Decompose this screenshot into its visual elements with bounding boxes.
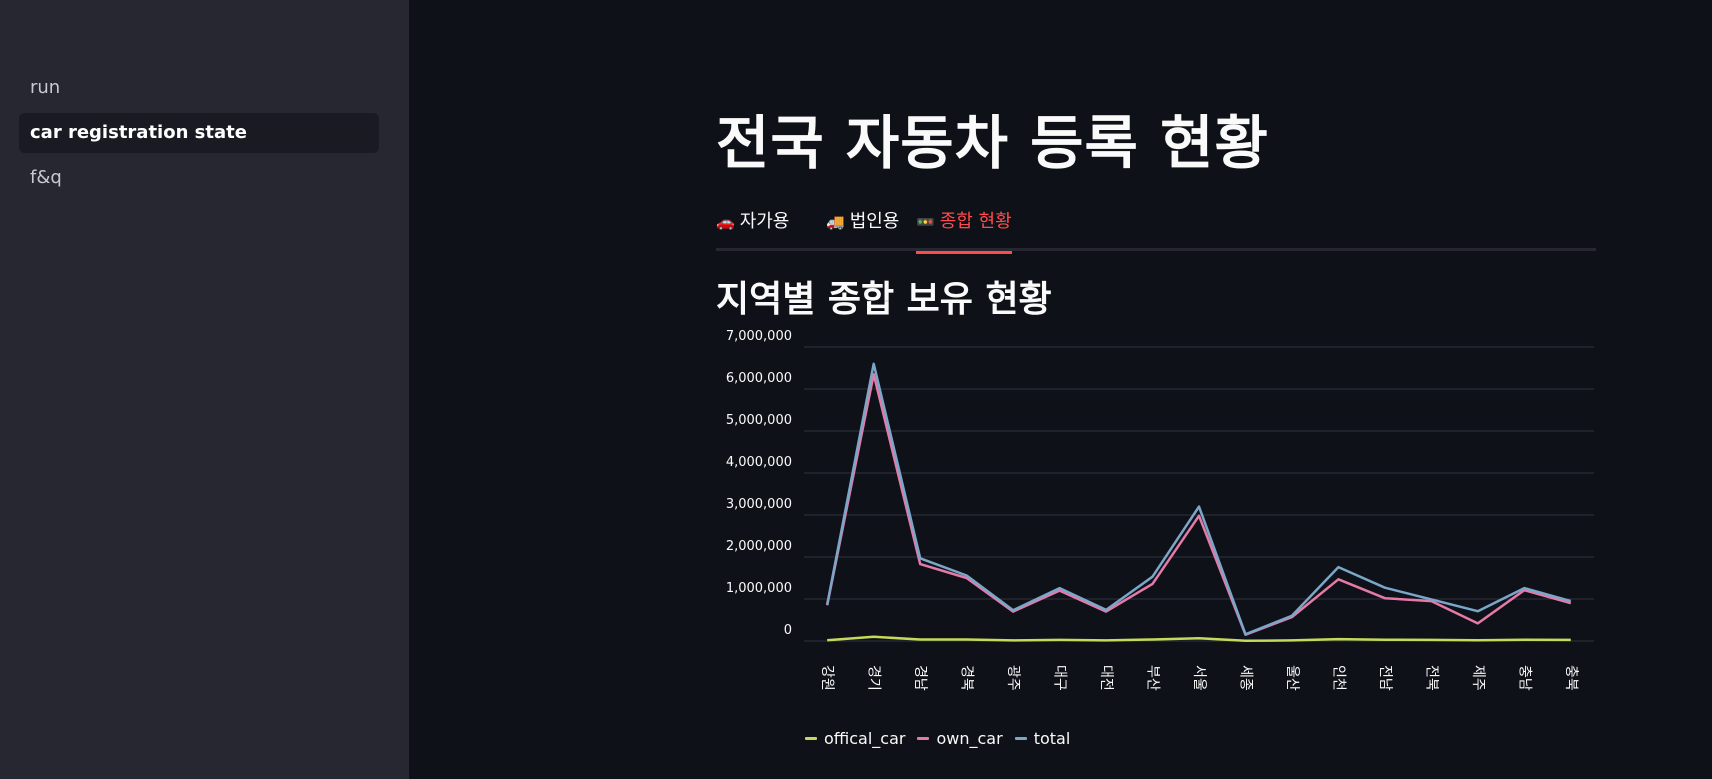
tab-label: 법인용 bbox=[849, 211, 900, 232]
legend-label: own_car bbox=[936, 728, 1003, 748]
tab-overall-status[interactable]: 🚥 종합 현황 bbox=[916, 203, 1012, 254]
y-tick-label: 1,000,000 bbox=[726, 581, 792, 596]
y-tick-label: 3,000,000 bbox=[726, 497, 792, 512]
truck-icon: 🚚 bbox=[826, 213, 845, 231]
y-tick-label: 0 bbox=[784, 623, 792, 638]
main-content: 전국 자동차 등록 현황 🚗 자가용 🚚 법인용 🚥 종합 현황 지역별 종합 보유 … bbox=[409, 0, 1712, 779]
traffic-light-icon: 🚥 bbox=[916, 213, 935, 231]
y-tick-label: 2,000,000 bbox=[726, 539, 792, 554]
x-tick-label: 경기 bbox=[866, 665, 882, 691]
series-line-offical-car[interactable] bbox=[827, 635, 1571, 643]
x-tick-label: 전북 bbox=[1423, 665, 1439, 691]
x-tick-label: 서울 bbox=[1191, 665, 1207, 691]
sidebar-item-fq[interactable]: f&q bbox=[30, 167, 62, 188]
x-tick-label: 강원 bbox=[819, 665, 835, 691]
x-tick-label: 부산 bbox=[1145, 665, 1161, 691]
legend-item[interactable]: own_car bbox=[917, 728, 1003, 748]
y-tick-label: 6,000,000 bbox=[726, 371, 792, 386]
legend-swatch bbox=[1014, 736, 1027, 740]
x-tick-label: 경남 bbox=[912, 665, 928, 691]
sidebar-item-run[interactable]: run bbox=[30, 77, 61, 98]
x-tick-label: 세종 bbox=[1237, 665, 1253, 691]
x-tick-label: 대전 bbox=[1098, 665, 1114, 691]
x-tick-label: 충남 bbox=[1516, 665, 1532, 691]
tab-bar: 🚗 자가용 🚚 법인용 🚥 종합 현황 bbox=[716, 203, 1596, 254]
tab-corporate-car[interactable]: 🚚 법인용 bbox=[826, 203, 899, 251]
section-title: 지역별 종합 보유 현황 bbox=[716, 279, 1052, 320]
legend-item[interactable]: total bbox=[1014, 728, 1071, 748]
tab-label: 종합 현황 bbox=[939, 211, 1012, 232]
legend-swatch bbox=[917, 736, 930, 740]
series-line-total[interactable] bbox=[825, 362, 1572, 636]
page-title: 전국 자동차 등록 현황 bbox=[716, 109, 1269, 177]
y-tick-label: 5,000,000 bbox=[726, 413, 792, 428]
tab-label: 자가용 bbox=[739, 211, 790, 232]
sidebar-item-car-registration-state[interactable]: car registration state bbox=[19, 113, 379, 153]
x-tick-label: 대구 bbox=[1052, 665, 1068, 691]
car-icon: 🚗 bbox=[716, 213, 735, 231]
x-tick-label: 경북 bbox=[959, 665, 975, 691]
legend-item[interactable]: offical_car bbox=[805, 729, 905, 748]
legend-swatch bbox=[805, 736, 817, 740]
y-tick-label: 4,000,000 bbox=[726, 455, 792, 470]
chart-legend: offical_car own_car total bbox=[805, 726, 1082, 750]
sidebar: run car registration state f&q bbox=[0, 0, 409, 779]
active-tab-indicator bbox=[916, 251, 1012, 254]
x-tick-label: 울산 bbox=[1284, 665, 1300, 691]
tab-own-car[interactable]: 🚗 자가용 bbox=[716, 203, 789, 251]
legend-label: offical_car bbox=[824, 728, 906, 748]
series-line-own-car[interactable] bbox=[825, 373, 1572, 636]
y-tick-label: 7,000,000 bbox=[726, 330, 792, 344]
legend-label: total bbox=[1033, 728, 1071, 748]
x-tick-label: 제주 bbox=[1470, 665, 1486, 691]
line-chart: 0 1,000,000 2,000,000 3,000,000 4,000,000 5,0… bbox=[726, 330, 1594, 691]
x-tick-label: 전남 bbox=[1377, 665, 1393, 691]
x-tick-label: 광주 bbox=[1005, 665, 1021, 691]
x-tick-label: 충북 bbox=[1563, 665, 1579, 691]
x-tick-label: 인천 bbox=[1330, 665, 1346, 691]
